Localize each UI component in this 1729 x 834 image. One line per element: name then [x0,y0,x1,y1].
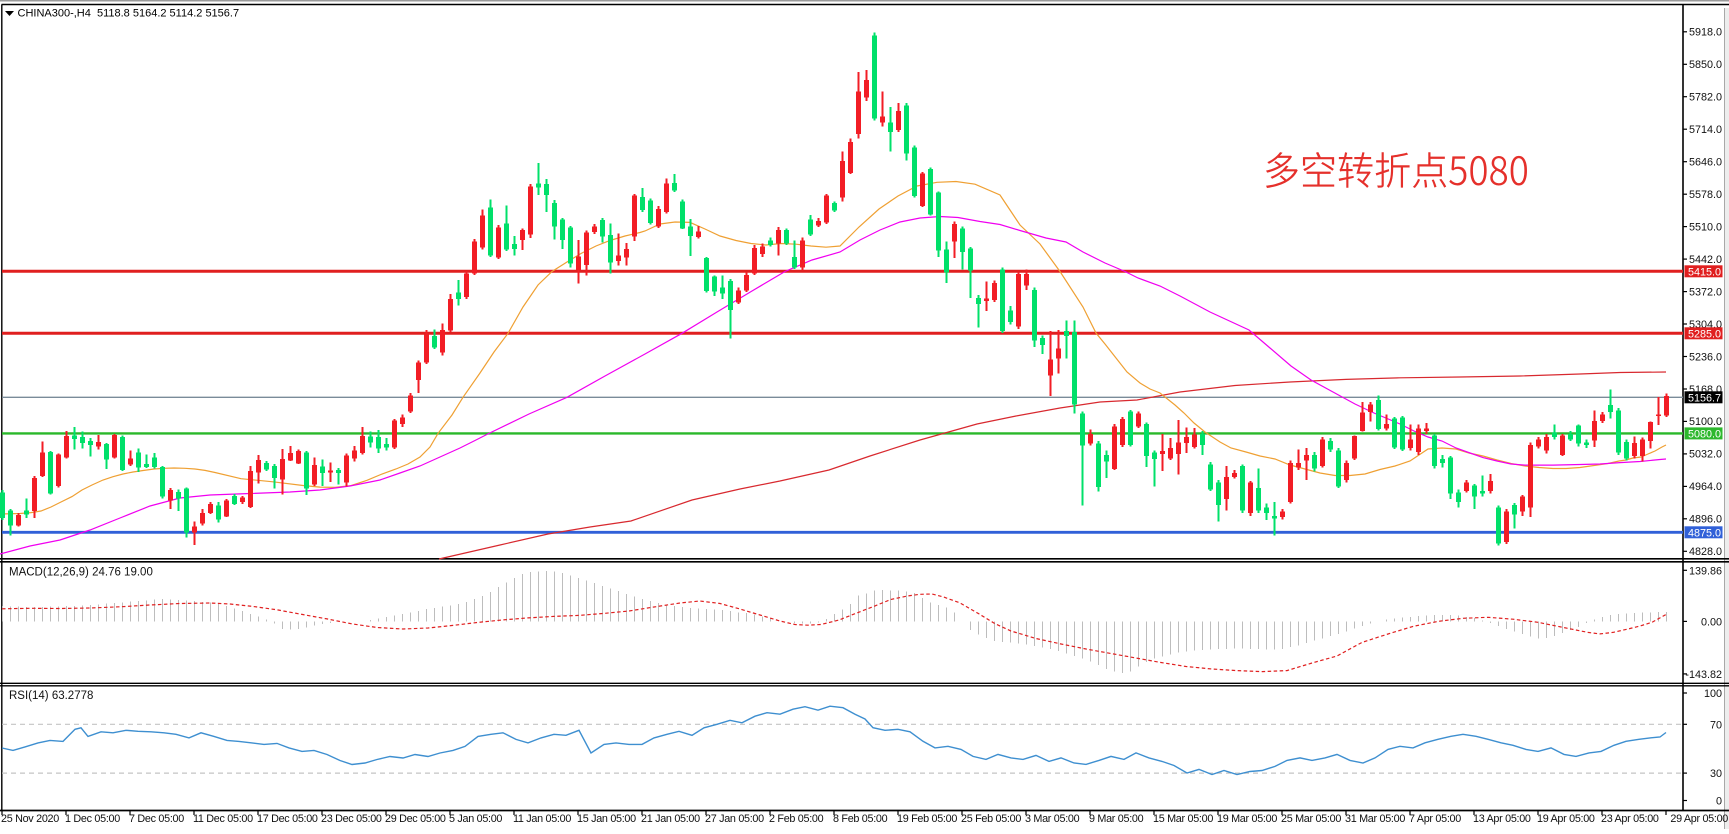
svg-text:21 Jan 05:00: 21 Jan 05:00 [641,813,700,825]
svg-text:-143.82: -143.82 [1685,669,1722,681]
svg-text:25 Mar 05:00: 25 Mar 05:00 [1281,813,1341,825]
svg-text:3 Mar 05:00: 3 Mar 05:00 [1025,813,1080,825]
svg-text:5032.0: 5032.0 [1689,449,1722,461]
svg-text:4875.0: 4875.0 [1688,527,1721,539]
svg-text:4964.0: 4964.0 [1689,481,1722,493]
svg-text:70: 70 [1710,719,1722,731]
svg-text:4828.0: 4828.0 [1689,546,1722,558]
svg-text:5156.7: 5156.7 [1688,392,1721,404]
svg-text:2 Feb 05:00: 2 Feb 05:00 [769,813,824,825]
svg-text:5646.0: 5646.0 [1689,157,1722,169]
svg-text:5850.0: 5850.0 [1689,59,1722,71]
svg-text:5236.0: 5236.0 [1689,351,1722,363]
svg-text:5510.0: 5510.0 [1689,221,1722,233]
svg-text:5782.0: 5782.0 [1689,92,1722,104]
svg-text:MACD(12,26,9) 24.76 19.00: MACD(12,26,9) 24.76 19.00 [9,567,153,579]
svg-text:CHINA300-,H4 5118.8 5164.2 51: CHINA300-,H4 5118.8 5164.2 5114.2 5156.7 [18,8,240,20]
svg-text:19 Feb 05:00: 19 Feb 05:00 [897,813,957,825]
svg-text:100: 100 [1704,688,1722,700]
svg-text:5 Jan 05:00: 5 Jan 05:00 [449,813,502,825]
svg-text:31 Mar 05:00: 31 Mar 05:00 [1345,813,1405,825]
svg-text:11 Dec 05:00: 11 Dec 05:00 [193,813,253,825]
svg-text:9 Mar 05:00: 9 Mar 05:00 [1089,813,1144,825]
svg-text:5918.0: 5918.0 [1689,27,1722,39]
svg-text:5578.0: 5578.0 [1689,189,1722,201]
svg-text:17 Dec 05:00: 17 Dec 05:00 [257,813,318,825]
svg-text:5714.0: 5714.0 [1689,124,1722,136]
svg-text:5080.0: 5080.0 [1688,428,1721,440]
svg-text:27 Jan 05:00: 27 Jan 05:00 [705,813,764,825]
svg-text:15 Jan 05:00: 15 Jan 05:00 [577,813,636,825]
svg-text:5415.0: 5415.0 [1688,266,1721,278]
svg-text:0: 0 [1716,796,1722,808]
svg-text:15 Mar 05:00: 15 Mar 05:00 [1153,813,1213,825]
svg-text:19 Mar 05:00: 19 Mar 05:00 [1217,813,1277,825]
svg-text:29 Apr 05:00: 29 Apr 05:00 [1670,813,1728,825]
svg-text:25 Nov 2020: 25 Nov 2020 [1,813,59,825]
svg-text:139.86: 139.86 [1689,565,1722,577]
svg-text:7 Dec 05:00: 7 Dec 05:00 [129,813,184,825]
svg-text:5285.0: 5285.0 [1688,328,1721,340]
svg-text:19 Apr 05:00: 19 Apr 05:00 [1537,813,1595,825]
svg-text:25 Feb 05:00: 25 Feb 05:00 [961,813,1021,825]
svg-text:5100.0: 5100.0 [1689,416,1722,428]
svg-text:RSI(14) 63.2778: RSI(14) 63.2778 [9,690,93,702]
svg-text:0.00: 0.00 [1701,616,1722,628]
svg-text:29 Dec 05:00: 29 Dec 05:00 [385,813,446,825]
svg-text:5372.0: 5372.0 [1689,286,1722,298]
svg-text:4896.0: 4896.0 [1689,514,1722,526]
svg-text:7 Apr 05:00: 7 Apr 05:00 [1409,813,1461,825]
svg-text:23 Apr 05:00: 23 Apr 05:00 [1601,813,1659,825]
svg-text:11 Jan 05:00: 11 Jan 05:00 [513,813,571,825]
svg-text:13 Apr 05:00: 13 Apr 05:00 [1473,813,1531,825]
svg-text:8 Feb 05:00: 8 Feb 05:00 [833,813,888,825]
svg-text:30: 30 [1710,768,1722,780]
svg-text:1 Dec 05:00: 1 Dec 05:00 [65,813,120,825]
svg-text:23 Dec 05:00: 23 Dec 05:00 [321,813,382,825]
svg-text:5442.0: 5442.0 [1689,254,1722,266]
